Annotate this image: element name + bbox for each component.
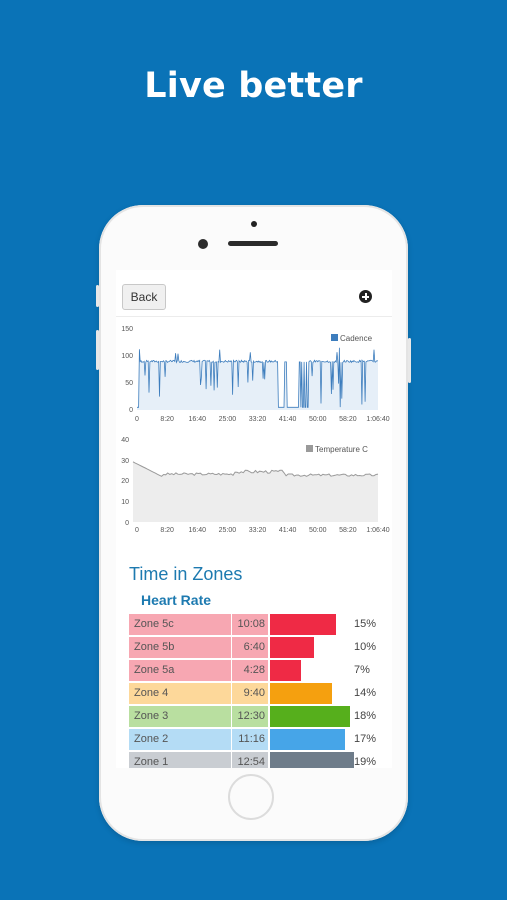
zone-row: Zone 5a 4:28 7% <box>129 660 392 681</box>
zone-percent: 14% <box>354 687 377 699</box>
x-tick-label: 0 <box>135 527 139 534</box>
app-screen: Back 150 100 50 0 Cadence 0 8:20 16:40 25:0… <box>116 270 392 768</box>
cadence-legend-label: Cadence <box>340 334 373 343</box>
x-tick-label: 8:20 <box>160 527 174 534</box>
zone-row: Zone 3 12:30 18% <box>129 706 392 727</box>
cadence-y-axis: 150 100 50 0 <box>121 326 133 414</box>
x-tick-label: 25:00 <box>219 527 237 534</box>
cadence-legend: Cadence <box>331 334 373 343</box>
y-tick-label: 100 <box>121 353 133 360</box>
cadence-chart: 150 100 50 0 Cadence 0 8:20 16:40 25:00 33:2… <box>121 326 390 423</box>
zone-percent: 19% <box>354 756 377 768</box>
y-tick-label: 150 <box>121 326 133 333</box>
x-tick-label: 41:40 <box>279 527 297 534</box>
x-tick-label: 16:40 <box>188 416 206 423</box>
x-tick-label: 25:00 <box>219 416 237 423</box>
zone-time: 12:54 <box>232 752 268 768</box>
y-tick-label: 0 <box>129 407 133 414</box>
x-tick-label: 8:20 <box>160 416 174 423</box>
cadence-x-axis: 0 8:20 16:40 25:00 33:20 41:40 50:00 58:20 1:06:… <box>135 416 390 423</box>
phone-side-button <box>96 330 99 370</box>
zone-name: Zone 4 <box>129 683 231 704</box>
x-tick-label: 33:20 <box>249 416 267 423</box>
zone-time: 12:30 <box>232 706 268 727</box>
y-tick-label: 30 <box>121 458 129 465</box>
front-sensor <box>251 221 257 227</box>
temperature-legend-label: Temperature C <box>315 445 368 454</box>
x-tick-label: 58:20 <box>339 416 357 423</box>
y-tick-label: 0 <box>125 520 129 527</box>
earpiece-speaker <box>228 241 278 246</box>
zone-time: 10:08 <box>232 614 268 635</box>
y-tick-label: 10 <box>121 499 129 506</box>
temperature-legend-swatch <box>306 445 313 452</box>
x-tick-label: 33:20 <box>249 527 267 534</box>
zone-time: 9:40 <box>232 683 268 704</box>
zone-time: 6:40 <box>232 637 268 658</box>
time-in-zones-title: Time in Zones <box>129 564 243 584</box>
front-camera <box>198 239 208 249</box>
phone-side-button <box>96 285 99 307</box>
zone-name: Zone 5b <box>129 637 231 658</box>
x-tick-label: 1:06:40 <box>366 416 389 423</box>
zone-percent: 17% <box>354 733 377 745</box>
zone-row: Zone 4 9:40 14% <box>129 683 392 704</box>
zone-bar <box>270 660 301 681</box>
headline: Live better <box>144 66 363 106</box>
y-tick-label: 50 <box>125 380 133 387</box>
home-button[interactable] <box>228 774 274 820</box>
zone-bar <box>270 614 336 635</box>
toolbar-divider <box>116 316 392 317</box>
temperature-x-axis: 0 8:20 16:40 25:00 33:20 41:40 50:00 58:20 1:06:… <box>135 527 390 534</box>
zone-time: 4:28 <box>232 660 268 681</box>
x-tick-label: 41:40 <box>279 416 297 423</box>
x-tick-label: 0 <box>135 416 139 423</box>
zone-percent: 15% <box>354 618 377 630</box>
y-tick-label: 40 <box>121 437 129 444</box>
zone-percent: 7% <box>354 664 370 676</box>
x-tick-label: 58:20 <box>339 527 357 534</box>
plus-circle-icon[interactable] <box>359 290 372 303</box>
zone-bar <box>270 637 314 658</box>
cadence-legend-swatch <box>331 334 338 341</box>
temperature-line <box>132 461 379 477</box>
zone-bar <box>270 706 350 727</box>
phone-side-button <box>408 338 411 383</box>
y-tick-label: 20 <box>121 478 129 485</box>
zone-name: Zone 2 <box>129 729 231 750</box>
zone-name: Zone 5a <box>129 660 231 681</box>
zone-name: Zone 3 <box>129 706 231 727</box>
zone-time: 11:16 <box>232 729 268 750</box>
zone-percent: 10% <box>354 641 377 653</box>
x-tick-label: 16:40 <box>188 527 206 534</box>
zone-bar <box>270 752 354 768</box>
x-tick-label: 1:06:40 <box>366 527 389 534</box>
x-tick-label: 50:00 <box>309 416 327 423</box>
zone-row: Zone 1 12:54 19% <box>129 752 392 768</box>
heart-rate-subtitle: Heart Rate <box>141 592 212 608</box>
zone-name: Zone 1 <box>129 752 231 768</box>
cadence-line <box>137 347 379 408</box>
zone-row: Zone 5b 6:40 10% <box>129 637 392 658</box>
temperature-chart: 40 30 20 10 0 Temperature C 0 8:20 16:40 25… <box>121 437 390 534</box>
zone-name: Zone 5c <box>129 614 231 635</box>
zone-bar <box>270 729 345 750</box>
temperature-area <box>133 461 378 522</box>
zones-table: Zone 5c 10:08 15% Zone 5b 6:40 10% Zone … <box>129 614 392 768</box>
zone-bar <box>270 683 332 704</box>
x-tick-label: 50:00 <box>309 527 327 534</box>
temperature-y-axis: 40 30 20 10 0 <box>121 437 129 527</box>
zone-row: Zone 2 11:16 17% <box>129 729 392 750</box>
back-button[interactable]: Back <box>122 284 166 310</box>
zone-row: Zone 5c 10:08 15% <box>129 614 392 635</box>
zone-percent: 18% <box>354 710 377 722</box>
cadence-area <box>137 347 378 410</box>
temperature-legend: Temperature C <box>306 445 368 454</box>
